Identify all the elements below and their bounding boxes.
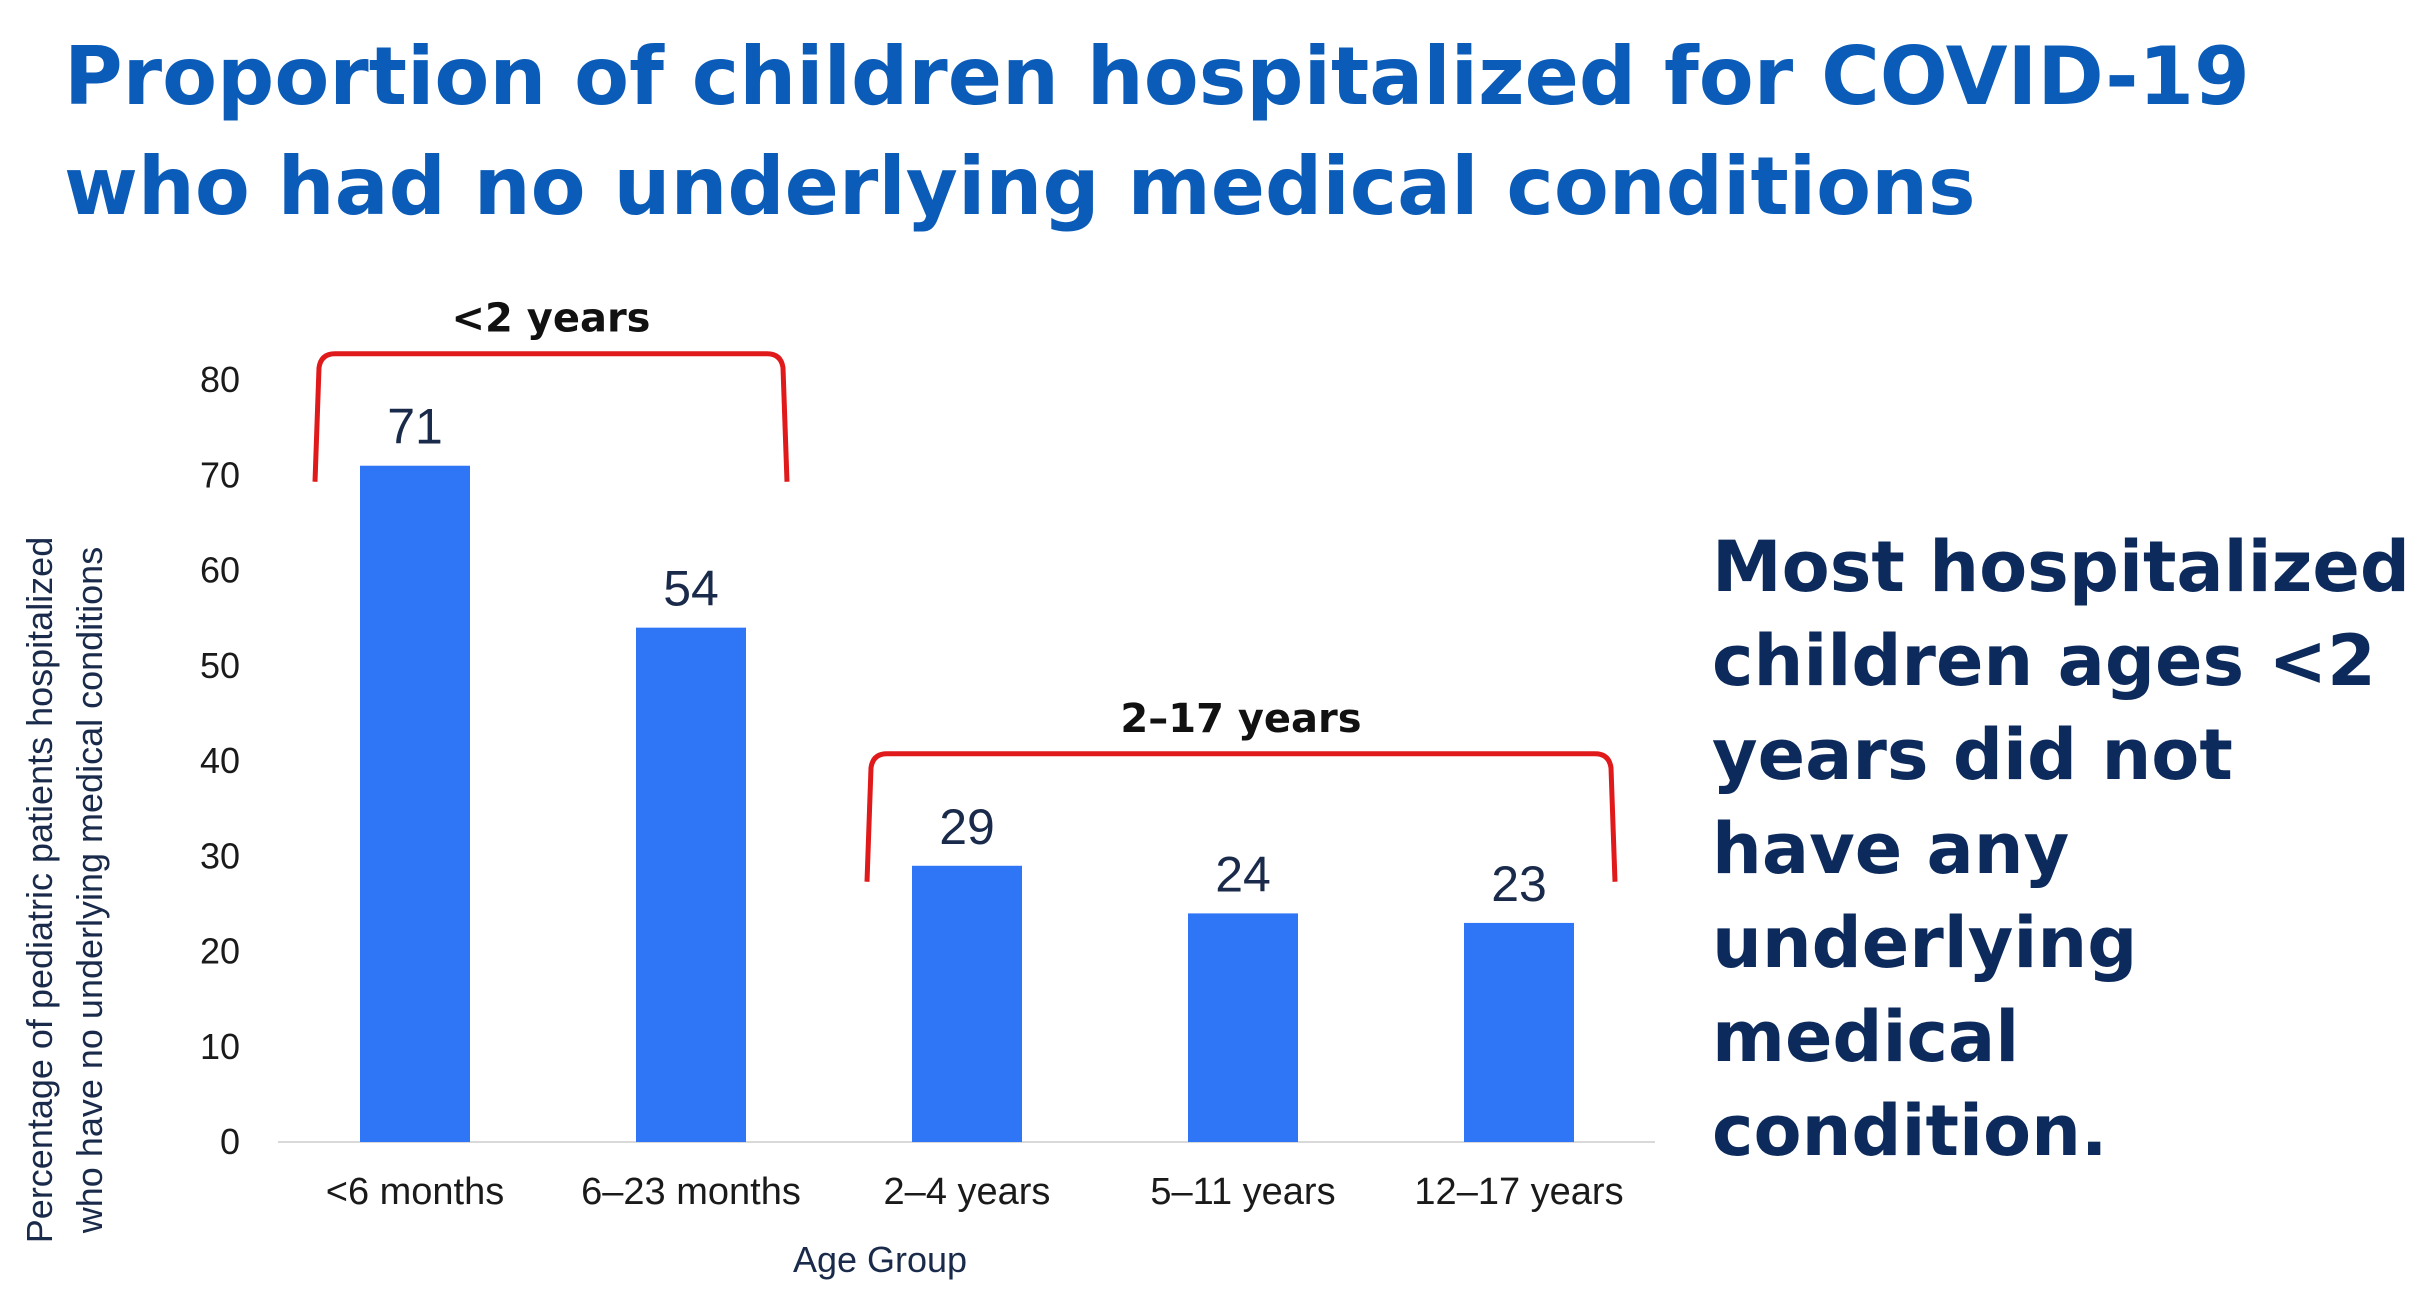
bar <box>636 627 746 1142</box>
data-label: 71 <box>387 399 443 455</box>
data-label: 23 <box>1491 856 1547 912</box>
slide-title: Proportion of children hospitalized for … <box>64 30 2250 233</box>
data-label: 54 <box>663 561 719 617</box>
group-bracket <box>312 351 790 482</box>
x-tick-label: 12–17 years <box>1414 1171 1623 1213</box>
y-axis-label-line-2: who have no underlying medical condition… <box>69 547 110 1234</box>
y-tick-label: 20 <box>200 931 240 972</box>
y-tick-label: 50 <box>200 645 240 686</box>
group-brackets: <2 years 2–17 years <box>312 296 1618 882</box>
y-axis-label-line-1: Percentage of pediatric patients hospita… <box>19 537 60 1243</box>
x-tick-label: <6 months <box>326 1171 505 1213</box>
y-tick-label: 30 <box>200 835 240 876</box>
bar <box>1464 922 1574 1142</box>
y-tick-label: 80 <box>200 359 240 400</box>
x-axis-label: Age Group <box>793 1239 967 1280</box>
group-label: <2 years <box>451 296 650 342</box>
data-labels: 71 54 29 24 23 <box>387 399 1547 912</box>
bar <box>912 865 1022 1142</box>
group-label: 2–17 years <box>1120 696 1361 742</box>
data-label: 24 <box>1215 846 1271 902</box>
data-label: 29 <box>939 799 995 855</box>
x-tick-label: 2–4 years <box>884 1171 1051 1213</box>
x-tick-label: 5–11 years <box>1150 1171 1335 1213</box>
takeaway-text: Most hospitalized children ages <2 years… <box>1712 526 2410 1172</box>
group-bracket <box>864 751 1618 882</box>
y-tick-label: 0 <box>220 1121 240 1162</box>
y-tick-label: 10 <box>200 1026 240 1067</box>
x-axis-ticks: <6 months 6–23 months 2–4 years 5–11 years 1… <box>326 1171 1624 1213</box>
x-tick-label: 6–23 months <box>581 1171 801 1213</box>
y-axis-ticks: 0 10 20 30 40 50 60 70 80 <box>200 359 240 1162</box>
y-tick-label: 60 <box>200 550 240 591</box>
y-axis-label: Percentage of pediatric patients hospita… <box>19 537 110 1243</box>
bars <box>360 465 1574 1143</box>
y-tick-label: 70 <box>200 454 240 495</box>
bar <box>1188 913 1298 1142</box>
y-tick-label: 40 <box>200 740 240 781</box>
bar <box>360 465 470 1143</box>
